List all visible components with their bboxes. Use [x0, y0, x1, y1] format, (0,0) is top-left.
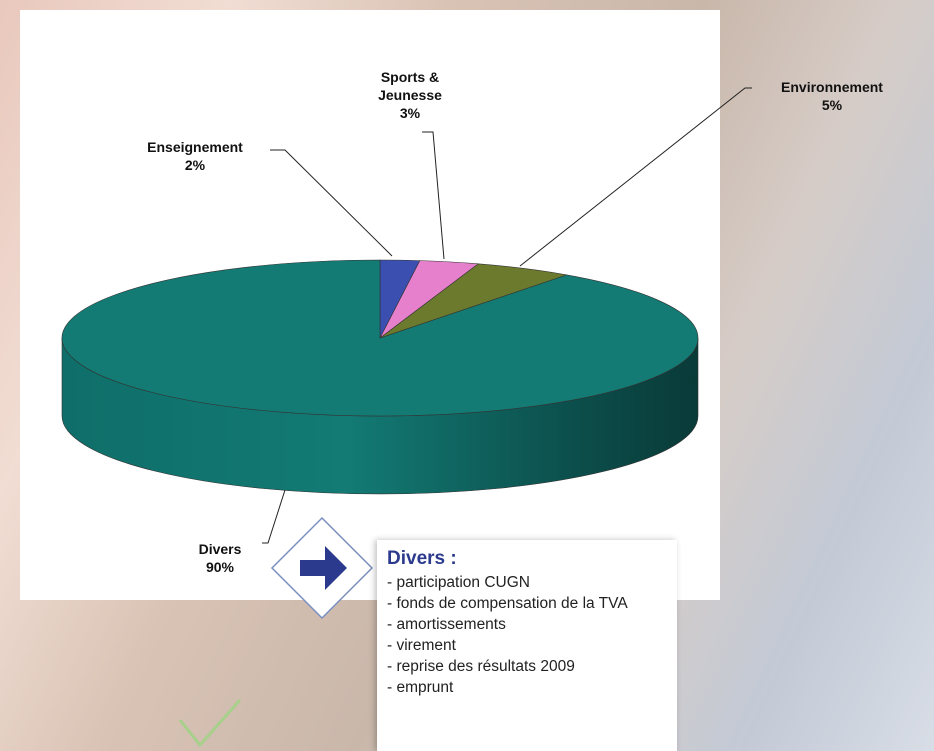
info-item: - participation CUGN	[387, 574, 530, 591]
arrow-icon	[270, 516, 374, 620]
slice-label: Sports & Jeunesse 3%	[370, 68, 450, 122]
slice-label: Environnement 5%	[752, 78, 912, 114]
info-item: - fonds de compensation de la TVA	[387, 595, 628, 612]
info-box: Divers : - participation CUGN - fonds de …	[377, 540, 677, 751]
leader-line	[422, 131, 445, 260]
slice-label: Enseignement 2%	[120, 138, 270, 174]
value-label: 5%	[821, 97, 843, 113]
info-title: Divers :	[387, 548, 457, 569]
info-item: - reprise des résultats 2009	[387, 658, 575, 675]
info-item: - amortissements	[387, 616, 506, 633]
category-label: Divers	[198, 541, 242, 557]
category-label: Sports & Jeunesse	[378, 69, 442, 103]
category-label: Environnement	[781, 79, 883, 95]
check-mark	[178, 699, 242, 748]
slice-label: Divers 90%	[175, 540, 265, 576]
leader-line	[270, 149, 393, 257]
slice	[61, 259, 699, 417]
info-item: - virement	[387, 637, 456, 654]
value-label: 2%	[184, 157, 206, 173]
leader-line	[519, 87, 752, 267]
leader-line	[262, 489, 286, 544]
category-label: Enseignement	[147, 139, 243, 155]
value-label: 90%	[205, 559, 235, 575]
info-item: - emprunt	[387, 679, 454, 696]
value-label: 3%	[399, 105, 421, 121]
